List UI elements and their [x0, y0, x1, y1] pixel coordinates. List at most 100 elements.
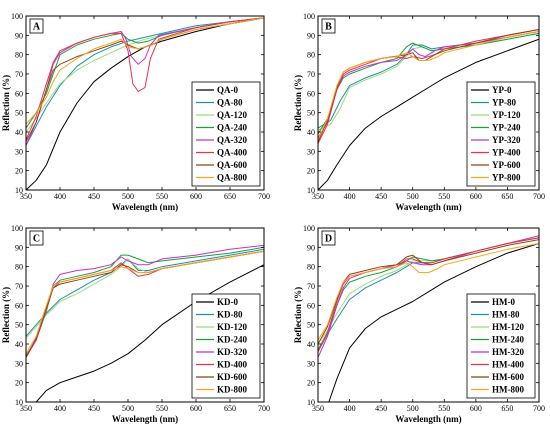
y-tick-label: 70 [307, 282, 315, 291]
x-tick-label: 500 [122, 404, 134, 413]
y-tick-label: 40 [15, 128, 23, 137]
x-tick-label: 500 [407, 192, 419, 201]
legend-label: QA-320 [217, 135, 247, 145]
y-tick-label: 50 [307, 321, 315, 330]
x-tick-label: 600 [470, 192, 482, 201]
series-line-QA-400 [26, 17, 264, 140]
x-tick-label: 700 [533, 404, 545, 413]
y-tick-label: 100 [11, 224, 23, 233]
x-tick-label: 650 [224, 192, 236, 201]
y-tick-label: 40 [307, 128, 315, 137]
y-tick-label: 50 [15, 109, 23, 118]
legend: YP-0 YP-80 YP-120 YP-240 YP-320 YP-400 YP-600 Y… [466, 81, 536, 187]
x-tick-label: 500 [122, 192, 134, 201]
legend-label: KD-80 [217, 310, 243, 320]
y-axis-label: Reflection (%) [1, 287, 11, 343]
legend-box [191, 81, 261, 187]
y-tick-label: 70 [15, 282, 23, 291]
plot-frame [317, 227, 540, 403]
x-tick-label: 700 [258, 404, 270, 413]
legend-label: HM-240 [492, 335, 524, 345]
x-tick-label: 350 [312, 192, 324, 201]
x-tick-label: 400 [54, 404, 66, 413]
series-line-QA-800 [26, 17, 264, 125]
y-tick-label: 20 [15, 167, 23, 176]
panel-letter-box [29, 18, 44, 34]
x-tick-label: 450 [88, 404, 100, 413]
legend-label: HM-600 [492, 372, 524, 382]
legend: HM-0 HM-80 HM-120 HM-240 HM-320 HM-400 HM-600 H… [466, 293, 536, 399]
panel-letter: A [33, 22, 41, 33]
y-tick-label: 30 [307, 147, 315, 156]
legend-label: KD-600 [217, 372, 247, 382]
y-tick-label: 50 [15, 321, 23, 330]
y-tick-label: 90 [307, 31, 315, 40]
y-tick-label: 30 [15, 147, 23, 156]
y-tick-label: 40 [15, 340, 23, 349]
y-axis-label: Reflection (%) [293, 287, 303, 343]
legend-label: YP-800 [492, 173, 521, 183]
legend-label: HM-120 [492, 322, 524, 332]
x-tick-label: 600 [190, 404, 202, 413]
legend-label: YP-400 [492, 148, 521, 158]
x-tick-label: 350 [20, 192, 32, 201]
y-tick-label: 70 [15, 70, 23, 79]
series-line-HM-800 [318, 243, 539, 341]
y-tick-label: 80 [307, 263, 315, 272]
x-axis-label: Wavelength (nm) [395, 202, 461, 212]
x-tick-label: 550 [156, 192, 168, 201]
x-tick-label: 450 [88, 192, 100, 201]
series-line-YP-800 [318, 31, 539, 140]
x-tick-label: 350 [20, 404, 32, 413]
series-line-YP-0 [318, 38, 539, 190]
legend-label: YP-600 [492, 160, 521, 170]
legend-label: YP-320 [492, 135, 521, 145]
legend-label: KD-800 [217, 385, 247, 395]
legend-label: HM-80 [492, 310, 520, 320]
series-line-HM-0 [328, 243, 539, 402]
legend-label: QA-800 [217, 173, 247, 183]
y-tick-label: 60 [15, 301, 23, 310]
y-tick-label: 30 [307, 359, 315, 368]
x-tick-label: 550 [156, 404, 168, 413]
y-tick-label: 90 [15, 31, 23, 40]
y-tick-label: 100 [303, 224, 315, 233]
legend-label: QA-400 [217, 148, 247, 158]
y-tick-label: 10 [307, 186, 315, 195]
y-tick-label: 100 [11, 12, 23, 21]
legend-label: YP-240 [492, 123, 521, 133]
y-tick-label: 20 [307, 167, 315, 176]
y-tick-label: 90 [15, 243, 23, 252]
legend-label: YP-80 [492, 98, 516, 108]
y-tick-label: 20 [15, 379, 23, 388]
legend-label: KD-400 [217, 360, 247, 370]
y-tick-label: 80 [15, 51, 23, 60]
legend-label: YP-120 [492, 110, 521, 120]
panel-letter-box [321, 18, 336, 34]
y-tick-label: 80 [15, 263, 23, 272]
panel-letter-box [321, 230, 336, 246]
legend-label: HM-400 [492, 360, 524, 370]
series-line-QA-0 [26, 17, 264, 190]
panel-C: 350 400 450 500 550 600 650 700 10 20 30 40 50 60 70 80… [1, 224, 270, 424]
y-tick-label: 10 [307, 398, 315, 407]
y-axis-label: Reflection (%) [293, 75, 303, 131]
legend-label: HM-800 [492, 385, 524, 395]
y-tick-label: 60 [15, 89, 23, 98]
x-tick-label: 550 [438, 192, 450, 201]
x-tick-label: 650 [224, 404, 236, 413]
plot-frame [317, 15, 540, 191]
legend-label: QA-240 [217, 123, 247, 133]
plot-frame [25, 15, 265, 191]
y-tick-label: 100 [303, 12, 315, 21]
panel-letter: B [325, 22, 332, 33]
legend-label: QA-120 [217, 110, 247, 120]
y-tick-label: 10 [15, 398, 23, 407]
series-line-QA-80 [26, 17, 264, 146]
legend-label: KD-120 [217, 322, 247, 332]
y-tick-label: 30 [15, 359, 23, 368]
panel-D: 350 400 450 500 550 600 650 700 10 20 30 40 50 60 70 80… [293, 224, 545, 424]
x-tick-label: 650 [501, 192, 513, 201]
panel-letter: C [33, 234, 40, 245]
